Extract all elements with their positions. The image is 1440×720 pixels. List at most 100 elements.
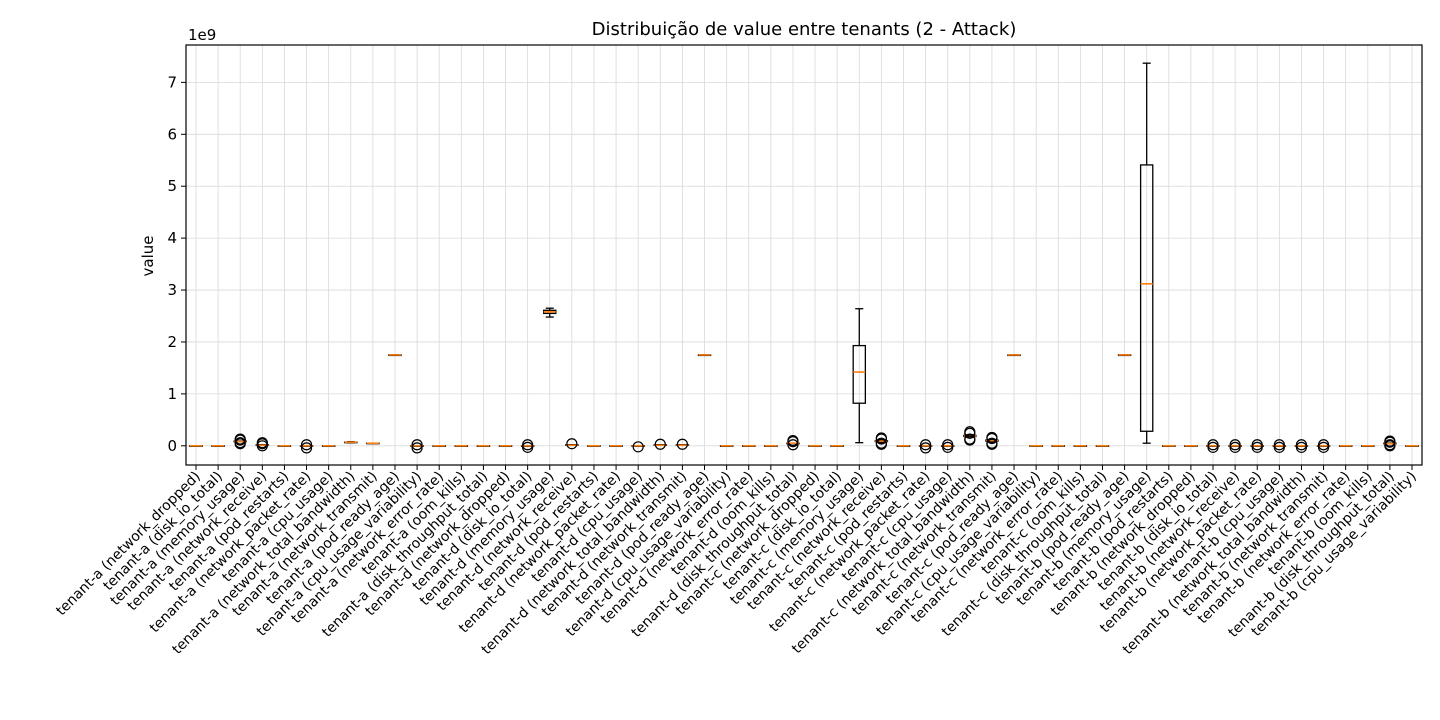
box-plot: [520, 439, 535, 453]
box-plot: [366, 442, 380, 445]
box-plot: [1316, 439, 1331, 453]
flier-point: [919, 439, 932, 451]
box-plot: [1095, 444, 1110, 447]
box-plot: [1383, 435, 1397, 452]
flier-point: [964, 426, 976, 438]
box-plot: [918, 439, 933, 454]
box-plot: [211, 444, 225, 447]
box-plot: [1338, 444, 1353, 447]
box-plot: [454, 444, 469, 447]
box-plot: [1272, 439, 1287, 453]
flier-point: [522, 441, 534, 453]
flier-point: [1317, 441, 1330, 453]
box-plot: [963, 426, 977, 446]
box-iqr: [852, 344, 867, 404]
flier-point: [1273, 439, 1285, 451]
flier-point: [300, 439, 313, 451]
box-plot: [565, 438, 579, 450]
box-plot: [653, 438, 668, 450]
y-tick-label: 6: [167, 125, 177, 143]
flier-point: [1251, 439, 1263, 451]
box-plot: [543, 307, 557, 318]
box-plot: [344, 440, 358, 444]
box-plot: [410, 439, 424, 454]
box-plot: [1007, 354, 1021, 357]
grid-layer: [186, 45, 1422, 465]
box-plot: [1206, 439, 1220, 453]
flier-point: [234, 437, 246, 449]
box-plot: [432, 444, 446, 447]
box-plot: [1294, 439, 1309, 453]
box-plot: [830, 444, 844, 447]
flier-point: [986, 437, 998, 449]
flier-point: [1317, 439, 1330, 451]
flier-point: [522, 439, 534, 451]
flier-point: [964, 433, 976, 445]
flier-point: [566, 438, 578, 450]
box-plot: [476, 444, 491, 447]
box-plot: [498, 444, 513, 447]
box-plot: [1139, 62, 1154, 444]
boxes-layer: [189, 62, 1419, 454]
box-plot: [985, 431, 999, 450]
flier-point: [654, 438, 666, 450]
box-plot: [675, 438, 690, 450]
box-plot: [1051, 444, 1065, 447]
box-plot: [1073, 444, 1088, 447]
box-plot: [388, 354, 402, 357]
flier-point: [1295, 441, 1308, 453]
plot-frame: [185, 44, 1423, 466]
box-plot: [741, 444, 756, 447]
flier-point: [234, 433, 246, 445]
y-tick-label: 7: [167, 73, 177, 91]
box-plot: [786, 434, 800, 451]
flier-point: [875, 432, 887, 444]
box-plot: [719, 444, 734, 447]
flier-point: [787, 439, 799, 451]
box-plot: [1361, 444, 1375, 447]
flier-point: [1273, 441, 1285, 453]
y-tick-label: 3: [167, 281, 177, 299]
y-tick-label: 4: [167, 229, 177, 247]
box-plot: [299, 439, 314, 454]
box-plot: [896, 444, 911, 447]
box-plot: [233, 433, 247, 450]
y-axis: 0 1 2 3 4 5 6 7: [167, 73, 186, 455]
box-plot: [1117, 354, 1132, 357]
box-plot: [1250, 439, 1264, 453]
flier-point: [1384, 439, 1396, 451]
box-plot: [697, 354, 712, 357]
flier-point: [1295, 439, 1308, 451]
flier-point: [942, 439, 954, 451]
flier-point: [942, 441, 954, 453]
y-axis-label: value: [139, 236, 157, 277]
box-plot: [1184, 444, 1198, 447]
flier-point: [676, 438, 689, 450]
y-tick-label: 2: [167, 333, 177, 351]
flier-point: [787, 434, 799, 447]
flier-point: [1229, 441, 1241, 453]
box-plot: [874, 432, 889, 450]
box-plot: [1162, 444, 1176, 447]
y-axis-multiplier: 1e9: [188, 26, 216, 44]
flier-point: [411, 442, 423, 454]
box-plot: [587, 444, 601, 447]
flier-point: [1251, 441, 1263, 453]
y-tick-label: 1: [167, 385, 177, 403]
box-plot: [1029, 444, 1043, 447]
box-plot: [764, 444, 778, 447]
flier-point: [411, 439, 423, 451]
flier-point: [1207, 441, 1219, 453]
box-plot: [1228, 439, 1242, 453]
y-tick-label: 0: [167, 437, 177, 455]
box-plot: [940, 439, 955, 453]
box-plot: [277, 444, 292, 447]
flier-point: [875, 437, 887, 449]
flier-point: [1229, 439, 1241, 451]
y-tick-label: 5: [167, 177, 177, 195]
box-plot: [808, 444, 822, 447]
flier-point: [919, 442, 932, 454]
box-plot: [631, 441, 645, 453]
flier-point: [1384, 435, 1396, 447]
